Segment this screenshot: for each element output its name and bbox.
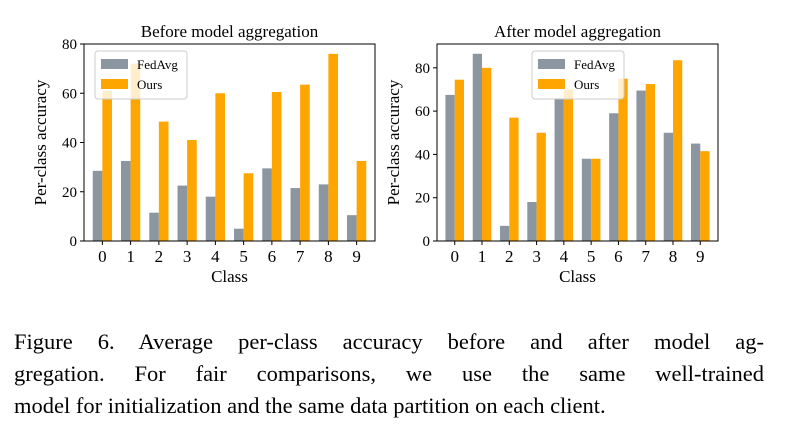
bar-fedavg-class-0 bbox=[445, 94, 455, 242]
legend-swatch-fedavg bbox=[101, 59, 128, 69]
x-tick-label: 1 bbox=[126, 247, 135, 266]
bar-ours-class-9 bbox=[700, 151, 710, 241]
x-tick-label: 0 bbox=[98, 247, 107, 266]
y-tick-label: 80 bbox=[62, 37, 77, 53]
caption-line-3: model for initialization and the same da… bbox=[14, 393, 606, 418]
y-tick-label: 0 bbox=[423, 234, 431, 250]
bar-ours-class-1 bbox=[482, 67, 492, 241]
bar-ours-class-1 bbox=[130, 63, 141, 242]
caption-line-2: gregation. For fair comparisons, we use … bbox=[14, 361, 764, 386]
y-tick-label: 80 bbox=[415, 61, 430, 77]
bar-fedavg-class-7 bbox=[636, 90, 646, 241]
bar-ours-class-8 bbox=[328, 53, 338, 241]
legend-label-fedavg: FedAvg bbox=[137, 57, 178, 72]
bar-fedavg-class-8 bbox=[663, 132, 673, 241]
legend-swatch-ours bbox=[538, 79, 565, 89]
bar-fedavg-class-5 bbox=[581, 158, 592, 241]
x-tick-label: 6 bbox=[268, 247, 277, 266]
y-tick-label: 40 bbox=[62, 136, 77, 152]
bar-ours-class-8 bbox=[672, 60, 683, 241]
bar-ours-class-6 bbox=[271, 92, 282, 242]
caption-line-1: Figure 6. Average per-class accuracy bef… bbox=[14, 329, 764, 354]
y-tick-label: 20 bbox=[62, 185, 77, 201]
x-tick-label: 4 bbox=[560, 247, 569, 266]
x-tick-label: 5 bbox=[587, 247, 596, 266]
legend-swatch-ours bbox=[101, 79, 128, 89]
x-tick-label: 8 bbox=[324, 247, 333, 266]
bar-fedavg-class-5 bbox=[234, 228, 244, 241]
bar-ours-class-3 bbox=[187, 140, 197, 241]
x-tick-label: 2 bbox=[505, 247, 514, 266]
bar-ours-class-5 bbox=[243, 173, 254, 241]
x-tick-label: 1 bbox=[478, 247, 487, 266]
bar-ours-class-3 bbox=[536, 132, 546, 241]
y-axis-label: Per-class accuracy bbox=[31, 79, 50, 205]
bar-ours-class-9 bbox=[356, 160, 367, 241]
bar-ours-class-2 bbox=[158, 121, 169, 241]
figure-caption: Figure 6. Average per-class accuracy bef… bbox=[14, 326, 764, 422]
bar-ours-class-7 bbox=[645, 84, 655, 241]
bar-fedavg-class-9 bbox=[690, 143, 701, 241]
bar-fedavg-class-7 bbox=[290, 188, 301, 241]
y-tick-label: 60 bbox=[62, 86, 77, 102]
x-tick-label: 6 bbox=[614, 247, 623, 266]
bar-ours-class-2 bbox=[509, 117, 519, 241]
x-tick-label: 9 bbox=[696, 247, 705, 266]
legend-label-fedavg: FedAvg bbox=[574, 57, 615, 72]
x-tick-label: 7 bbox=[641, 247, 650, 266]
x-tick-label: 7 bbox=[296, 247, 305, 266]
y-tick-label: 40 bbox=[415, 147, 430, 163]
y-axis-label: Per-class accuracy bbox=[384, 79, 403, 205]
x-tick-label: 4 bbox=[211, 247, 220, 266]
x-tick-label: 8 bbox=[669, 247, 678, 266]
legend-swatch-fedavg bbox=[538, 59, 565, 69]
bar-ours-class-4 bbox=[215, 93, 225, 241]
y-tick-label: 20 bbox=[415, 191, 430, 207]
y-tick-label: 0 bbox=[70, 234, 78, 250]
x-axis-label: Class bbox=[211, 267, 248, 286]
bar-fedavg-class-8 bbox=[318, 184, 329, 241]
bar-fedavg-class-3 bbox=[527, 202, 537, 241]
bar-fedavg-class-4 bbox=[205, 196, 216, 241]
bar-ours-class-7 bbox=[300, 84, 310, 241]
bar-fedavg-class-1 bbox=[121, 160, 131, 241]
x-tick-label: 3 bbox=[183, 247, 192, 266]
bar-fedavg-class-4 bbox=[554, 98, 564, 242]
legend-label-ours: Ours bbox=[574, 77, 599, 92]
legend-label-ours: Ours bbox=[137, 77, 162, 92]
bar-fedavg-class-9 bbox=[347, 215, 357, 241]
x-tick-label: 3 bbox=[532, 247, 541, 266]
bar-ours-class-0 bbox=[102, 90, 112, 241]
x-axis-label: Class bbox=[559, 267, 596, 286]
x-tick-label: 0 bbox=[450, 247, 459, 266]
plot-frame bbox=[436, 43, 719, 242]
bar-fedavg-class-2 bbox=[149, 212, 159, 241]
bar-fedavg-class-1 bbox=[472, 53, 483, 241]
chart-title: After model aggregation bbox=[494, 22, 662, 41]
x-tick-label: 2 bbox=[155, 247, 164, 266]
bar-fedavg-class-0 bbox=[92, 170, 103, 241]
bar-fedavg-class-2 bbox=[500, 225, 510, 241]
bar-fedavg-class-3 bbox=[177, 185, 188, 241]
bar-ours-class-6 bbox=[618, 78, 628, 241]
bar-fedavg-class-6 bbox=[609, 113, 619, 241]
legend: FedAvg Ours bbox=[531, 50, 625, 100]
x-tick-label: 9 bbox=[352, 247, 361, 266]
legend: FedAvg Ours bbox=[94, 50, 188, 100]
chart-title: Before model aggregation bbox=[141, 22, 319, 41]
y-tick-label: 60 bbox=[415, 104, 430, 120]
bar-ours-class-4 bbox=[563, 89, 574, 242]
bar-ours-class-5 bbox=[591, 158, 601, 241]
x-tick-label: 5 bbox=[239, 247, 248, 266]
bar-fedavg-class-6 bbox=[262, 168, 272, 241]
bar-ours-class-0 bbox=[454, 79, 465, 241]
